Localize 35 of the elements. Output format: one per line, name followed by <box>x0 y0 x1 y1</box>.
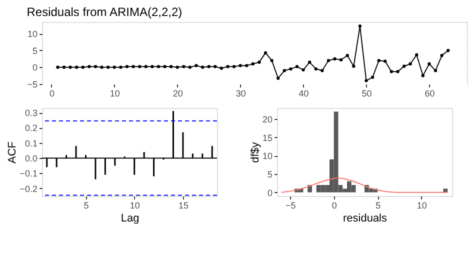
y-tick-label: 20 <box>262 114 272 124</box>
x-axis-title: Lag <box>120 212 140 224</box>
y-axis-title: df$y <box>249 142 262 163</box>
x-tick-label: 0 <box>332 200 337 210</box>
line-series <box>280 178 448 193</box>
x-tick-label: −5 <box>285 200 296 210</box>
x-tick-label: 10 <box>416 200 427 210</box>
x-tick-label: 40 <box>298 88 309 98</box>
y-tick-label: 0.0 <box>24 154 38 164</box>
y-tick-label: 0.3 <box>24 108 38 118</box>
y-tick-label: 0.1 <box>24 138 38 148</box>
y-axis-title: ACF <box>6 141 19 164</box>
x-tick-label: 30 <box>236 88 246 98</box>
x-tick-label: 50 <box>362 88 372 98</box>
chart-title: Residuals from ARIMA(2,2,2) <box>26 5 182 19</box>
y-tick-label: 0 <box>32 62 38 73</box>
y-tick-label: 0.2 <box>24 123 38 134</box>
x-tick-label: 15 <box>178 200 188 210</box>
y-tick-label: 0 <box>267 188 272 198</box>
y-tick-label: 15 <box>262 132 272 143</box>
y-tick-label: 5 <box>267 170 272 180</box>
y-tick-label: −0.1 <box>20 168 38 179</box>
x-tick-label: 10 <box>130 200 140 210</box>
y-tick-label: −5 <box>27 80 38 90</box>
x-axis-title: residuals <box>342 212 388 224</box>
y-tick-label: −0.2 <box>20 184 38 194</box>
y-tick-label: 5 <box>32 46 38 56</box>
x-tick-label: 5 <box>84 200 89 210</box>
x-tick-label: 5 <box>376 200 381 210</box>
y-tick-label: 10 <box>262 151 272 162</box>
x-tick-label: 60 <box>424 88 435 98</box>
y-tick-label: 10 <box>27 29 38 40</box>
x-tick-label: 10 <box>110 88 120 98</box>
x-tick-label: 20 <box>172 88 183 98</box>
x-tick-label: 0 <box>49 88 54 98</box>
